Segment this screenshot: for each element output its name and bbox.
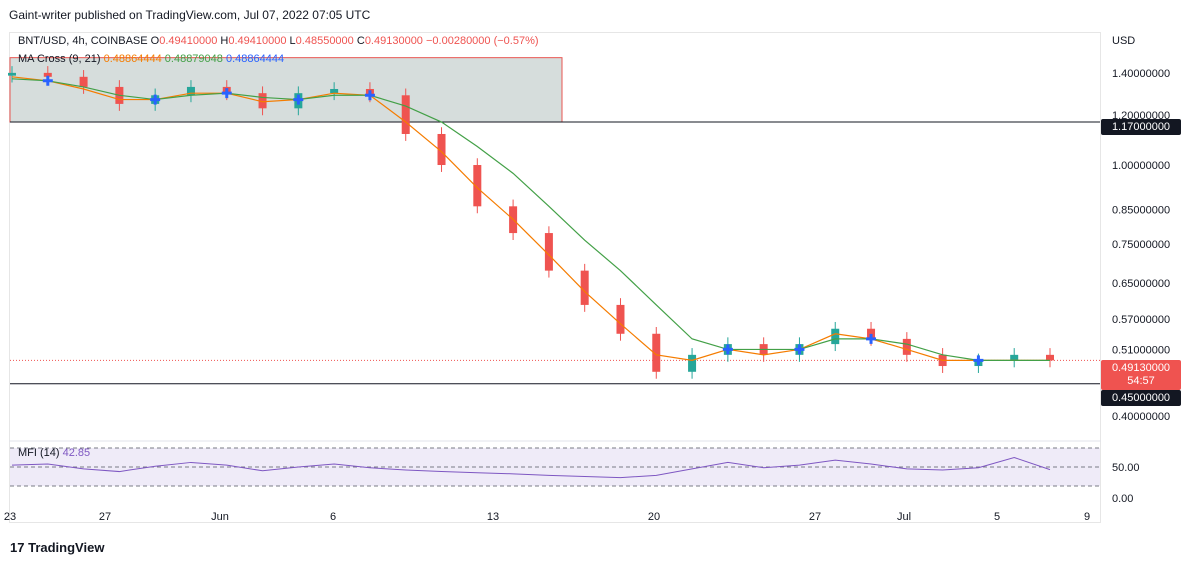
price-tick-0: 1.40000000 (1112, 68, 1170, 80)
price-tick-7: 0.51000000 (1112, 344, 1170, 356)
candle-body-9 (330, 88, 339, 94)
mfi-label[interactable]: MFI (14) (18, 447, 60, 459)
open-value: 0.49410000 (159, 35, 218, 47)
close-value: 0.49130000 (364, 35, 423, 47)
low-label: L (289, 35, 296, 47)
ma-cross-marker-20 (722, 344, 733, 355)
ma-cross-marker-1 (42, 75, 53, 86)
symbol-label[interactable]: BNT/USD, 4h, COINBASE (18, 35, 148, 47)
mfi-legend: MFI (14) 42.85 (18, 447, 90, 459)
close-label: C (356, 35, 365, 47)
ma-fast-value: 0.48864444 (103, 53, 162, 65)
ma-cross-marker-24 (866, 333, 877, 344)
open-label: O (150, 35, 160, 47)
ma-slow-line (11, 78, 1050, 361)
low-value: 0.48550000 (295, 35, 354, 47)
candle-body-17 (616, 304, 625, 334)
ma-fast-line (11, 76, 1050, 361)
date-tick-5: 20 (648, 511, 660, 523)
date-tick-6: 27 (809, 511, 821, 523)
date-tick-2: Jun (211, 511, 229, 523)
date-tick-8: 5 (994, 511, 1000, 523)
ma-slow-value: 0.48879048 (164, 53, 223, 65)
logo-text: TradingView (28, 540, 105, 555)
ma-cross-marker-27 (973, 355, 984, 366)
candle-body-23 (831, 328, 840, 345)
price-tick-6: 0.57000000 (1112, 314, 1170, 326)
mfi-tick-0: 50.00 (1112, 462, 1140, 474)
supply-zone (9, 57, 563, 123)
ma-cross-marker-10 (364, 90, 375, 101)
date-tick-4: 13 (487, 511, 499, 523)
candle-body-16 (580, 270, 589, 305)
candle-body-0 (8, 72, 16, 76)
mfi-line (11, 456, 1051, 479)
candle-body-1 (43, 72, 52, 77)
candle-body-25 (902, 338, 911, 355)
price-tick-8: 0.40000000 (1112, 411, 1170, 423)
ohlc-legend: BNT/USD, 4h, COINBASE O0.49410000 H0.494… (18, 35, 539, 47)
date-tick-1: 27 (99, 511, 111, 523)
ma-cross-marker-6 (221, 88, 232, 99)
candle-body-15 (544, 233, 553, 271)
ma-cross-value: 0.48864444 (225, 53, 285, 65)
price-tick-5: 0.65000000 (1112, 278, 1170, 290)
date-tick-0: 23 (4, 511, 16, 523)
countdown-value: 54:57 (1127, 375, 1155, 387)
candle-body-11 (401, 95, 410, 134)
mfi-band (10, 448, 1100, 486)
candle-body-19 (688, 354, 697, 372)
ma-cross-label[interactable]: MA Cross (9, 21) (18, 53, 101, 65)
current-price-value: 0.49130000 (1111, 362, 1171, 374)
candle-body-2 (79, 76, 88, 87)
candle-body-13 (473, 165, 482, 207)
mfi-tick-1: 0.00 (1112, 493, 1133, 505)
tradingview-logo[interactable]: 17 TradingView (10, 540, 104, 555)
candle-body-18 (652, 333, 661, 372)
date-tick-9: 9 (1084, 511, 1090, 523)
price-tick-2: 1.00000000 (1112, 160, 1170, 172)
price-tick-4: 0.75000000 (1112, 239, 1170, 251)
level-tag-high: 1.17000000 (1101, 119, 1181, 135)
high-value: 0.49410000 (228, 35, 287, 47)
candle-body-5 (186, 86, 195, 96)
chart-frame (9, 32, 1101, 523)
candle-body-29 (1046, 354, 1054, 361)
price-tick-3: 0.85000000 (1112, 205, 1170, 217)
candle-body-7 (258, 93, 267, 109)
ma-cross-marker-4 (150, 94, 161, 105)
publisher-caption: Gaint-writer published on TradingView.co… (9, 8, 371, 22)
candle-body-24 (867, 328, 876, 339)
date-tick-3: 6 (330, 511, 336, 523)
change-value: −0.00280000 (−0.57%) (426, 35, 539, 47)
level-tag-low: 0.45000000 (1101, 390, 1181, 406)
current-price-tag: 0.49130000 54:57 (1101, 360, 1181, 390)
ma-cross-marker-22 (794, 344, 805, 355)
date-tick-7: Jul (897, 511, 911, 523)
ma-cross-marker-8 (293, 94, 304, 105)
candle-body-12 (437, 133, 446, 166)
candle-body-28 (1010, 354, 1019, 361)
tv-logo-icon: 17 (10, 540, 25, 555)
mfi-value: 42.85 (62, 447, 91, 459)
high-label: H (220, 35, 229, 47)
currency-label[interactable]: USD (1112, 35, 1136, 47)
ma-cross-legend: MA Cross (9, 21) 0.48864444 0.48879048 0… (18, 53, 284, 65)
